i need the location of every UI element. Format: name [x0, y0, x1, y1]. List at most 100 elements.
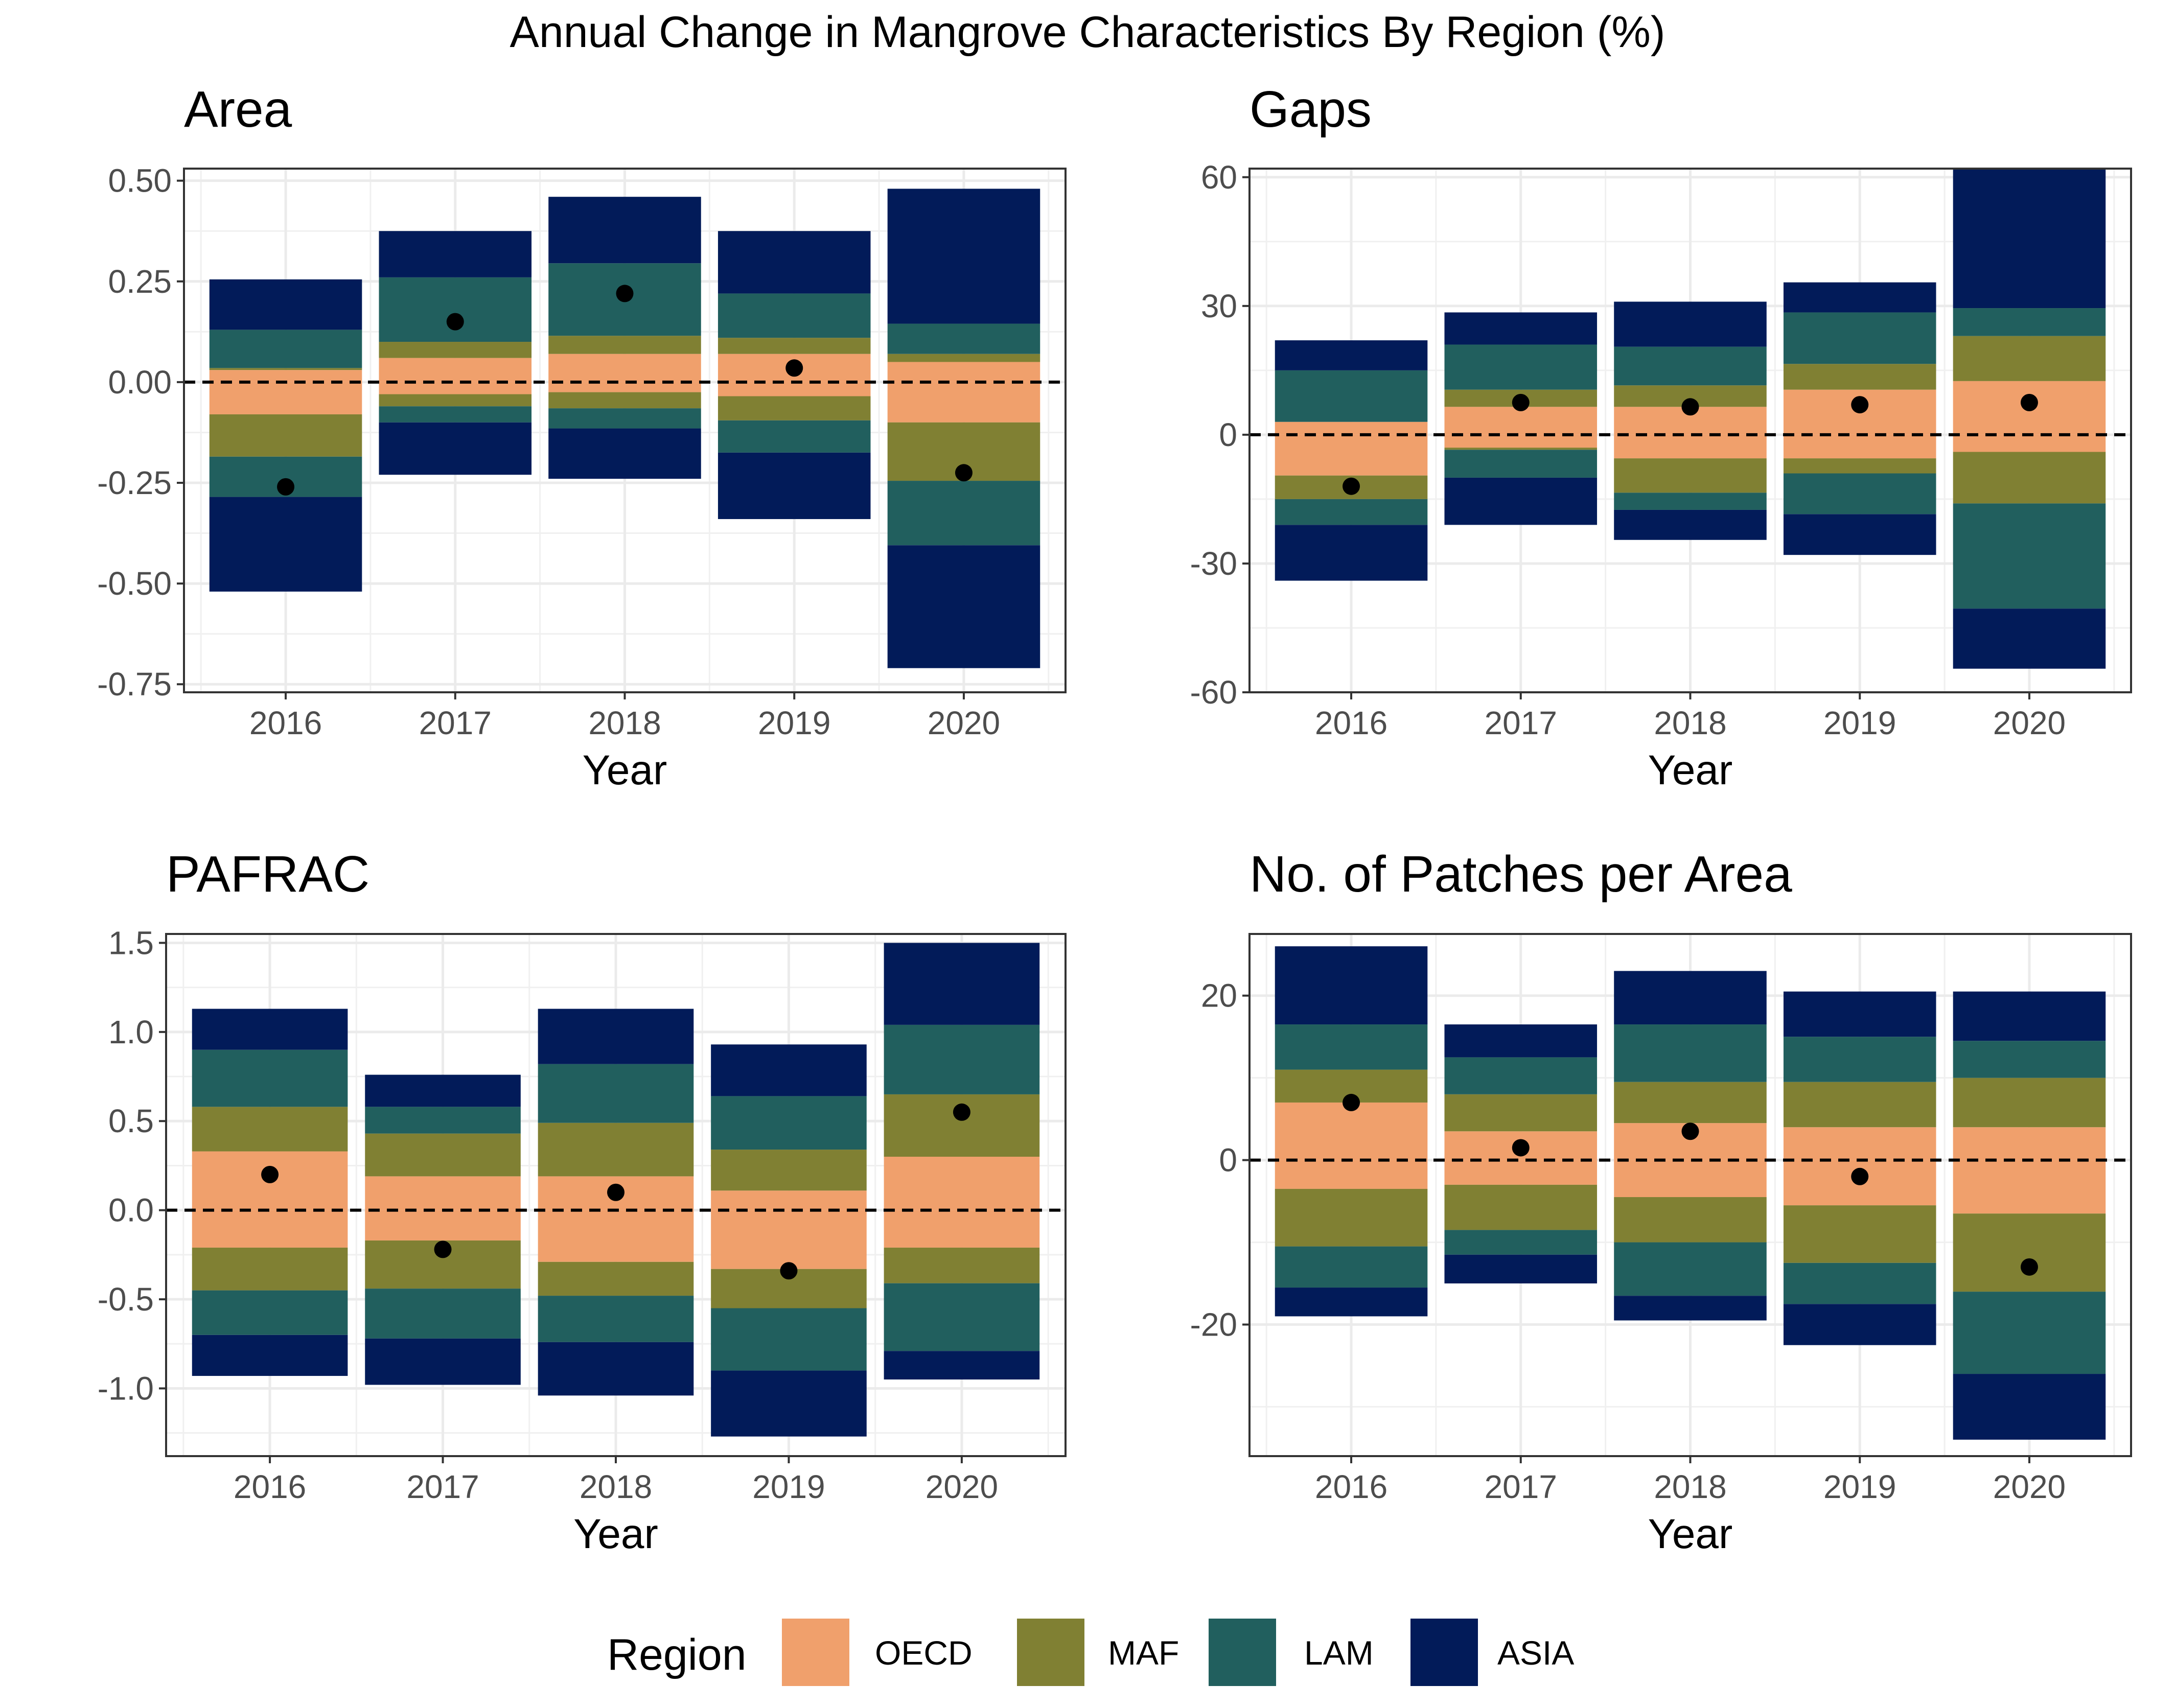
- bar-asia-2019-positive: [1783, 282, 1936, 313]
- net-point-2016: [1343, 477, 1360, 495]
- bar-asia-2019-positive: [711, 1044, 867, 1096]
- bar-oecd-2017-positive: [379, 358, 532, 382]
- y-tick-label: -20: [1190, 1306, 1238, 1343]
- legend-label: LAM: [1304, 1634, 1374, 1672]
- bar-oecd-2020-negative: [884, 1210, 1040, 1248]
- bar-lam-2019-negative: [718, 420, 871, 453]
- y-tick-label: -1.0: [98, 1370, 154, 1407]
- legend-label: ASIA: [1497, 1634, 1574, 1672]
- bar-oecd-2016-positive: [1275, 422, 1428, 435]
- bar-asia-2016-positive: [209, 279, 362, 330]
- bar-lam-2017-positive: [1444, 1057, 1598, 1094]
- net-point-2016: [277, 478, 295, 496]
- bar-asia-2019-negative: [1783, 514, 1936, 555]
- bar-maf-2019-negative: [718, 396, 871, 420]
- bar-oecd-2018-negative: [538, 1210, 694, 1262]
- bar-lam-2018-negative: [548, 408, 701, 429]
- legend-label: MAF: [1108, 1634, 1179, 1672]
- x-tick-label: 2019: [758, 705, 830, 741]
- x-tick-label: 2020: [925, 1468, 998, 1505]
- bar-lam-2020-negative: [887, 481, 1040, 546]
- panel-title: Gaps: [1250, 81, 1372, 138]
- y-tick-label: -0.50: [97, 565, 172, 602]
- y-tick-label: -0.5: [98, 1281, 154, 1318]
- bar-oecd-2016-negative: [209, 382, 362, 414]
- net-point-2017: [446, 313, 464, 331]
- y-tick-label: 0: [1219, 416, 1237, 453]
- panel-title: PAFRAC: [166, 846, 369, 903]
- net-point-2020: [953, 1103, 970, 1121]
- bar-maf-2018-negative: [538, 1261, 694, 1296]
- bar-maf-2019-positive: [711, 1150, 867, 1191]
- net-point-2020: [2020, 1258, 2038, 1276]
- bar-lam-2016-positive: [1275, 370, 1428, 422]
- x-tick-label: 2018: [1654, 1468, 1726, 1505]
- bar-oecd-2018-negative: [1614, 1160, 1767, 1198]
- legend-item-asia: ASIA: [1410, 1619, 1574, 1686]
- bar-lam-2017-negative: [365, 1289, 521, 1339]
- bar-asia-2016-negative: [1275, 525, 1428, 581]
- y-tick-label: 20: [1201, 977, 1237, 1014]
- bar-oecd-2017-negative: [365, 1210, 521, 1241]
- bar-maf-2019-negative: [1783, 458, 1936, 474]
- net-point-2019: [1851, 1167, 1869, 1185]
- net-point-2019: [785, 359, 803, 377]
- x-tick-label: 2018: [588, 705, 661, 741]
- bar-oecd-2019-negative: [711, 1210, 867, 1269]
- bar-oecd-2017-negative: [1444, 1160, 1598, 1185]
- bar-oecd-2020-positive: [884, 1157, 1040, 1210]
- y-tick-label: 0.5: [108, 1103, 154, 1139]
- bar-asia-2016-positive: [1275, 340, 1428, 370]
- bar-lam-2020-negative: [1953, 503, 2106, 609]
- bar-asia-2018-negative: [548, 428, 701, 479]
- bar-maf-2018-positive: [548, 336, 701, 354]
- bar-maf-2018-negative: [1614, 458, 1767, 493]
- bar-maf-2017-negative: [379, 394, 532, 407]
- bar-oecd-2019-negative: [718, 382, 871, 396]
- bar-oecd-2020-negative: [887, 382, 1040, 423]
- net-point-2016: [1343, 1093, 1360, 1111]
- bar-asia-2020-negative: [1953, 609, 2106, 669]
- bar-maf-2020-negative: [1953, 1213, 2106, 1292]
- bar-maf-2019-positive: [1783, 364, 1936, 390]
- y-tick-label: 0.25: [108, 263, 172, 300]
- net-point-2017: [1512, 393, 1530, 411]
- bar-asia-2020-positive: [1953, 169, 2106, 309]
- legend-title: Region: [607, 1630, 747, 1679]
- bar-lam-2019-negative: [1783, 1262, 1936, 1304]
- bar-lam-2019-positive: [1783, 312, 1936, 364]
- x-tick-label: 2020: [1993, 1468, 2066, 1505]
- panel-3: -1.0 -0.5 0.0 0.5 1.0 1.5 2016 2017 2018 2019 2020…: [98, 846, 1067, 1557]
- bar-lam-2020-negative: [1953, 1292, 2106, 1374]
- x-tick-label: 2018: [1654, 705, 1726, 741]
- x-axis-title: Year: [583, 747, 667, 793]
- bar-maf-2018-positive: [538, 1122, 694, 1177]
- bar-lam-2016-positive: [209, 330, 362, 368]
- bar-lam-2017-positive: [365, 1107, 521, 1134]
- x-tick-label: 2019: [1823, 705, 1896, 741]
- bar-oecd-2020-positive: [887, 362, 1040, 382]
- bar-asia-2019-negative: [718, 452, 871, 519]
- bar-lam-2018-negative: [1614, 1242, 1767, 1296]
- bar-asia-2017-positive: [379, 231, 532, 277]
- bar-asia-2016-negative: [192, 1335, 348, 1376]
- legend-key-maf: [1017, 1619, 1084, 1686]
- bar-oecd-2017-negative: [379, 382, 532, 394]
- y-axis: -60 -30 0 30 60: [1190, 159, 1250, 711]
- bar-maf-2018-negative: [548, 392, 701, 409]
- y-tick-label: -0.75: [97, 666, 172, 703]
- x-tick-label: 2016: [1315, 1468, 1387, 1505]
- bar-oecd-2020-negative: [1953, 434, 2106, 452]
- bar-lam-2020-positive: [1953, 308, 2106, 336]
- bar-asia-2016-positive: [192, 1009, 348, 1050]
- y-axis: -20 0 20: [1190, 977, 1250, 1343]
- bar-asia-2019-positive: [718, 231, 871, 294]
- bar-lam-2020-negative: [884, 1283, 1040, 1351]
- bar-asia-2017-negative: [365, 1338, 521, 1385]
- bar-oecd-2017-positive: [1444, 407, 1598, 435]
- bar-lam-2020-positive: [884, 1024, 1040, 1094]
- y-tick-label: 60: [1201, 159, 1237, 196]
- bar-oecd-2018-negative: [1614, 434, 1767, 459]
- net-point-2018: [1681, 1122, 1699, 1140]
